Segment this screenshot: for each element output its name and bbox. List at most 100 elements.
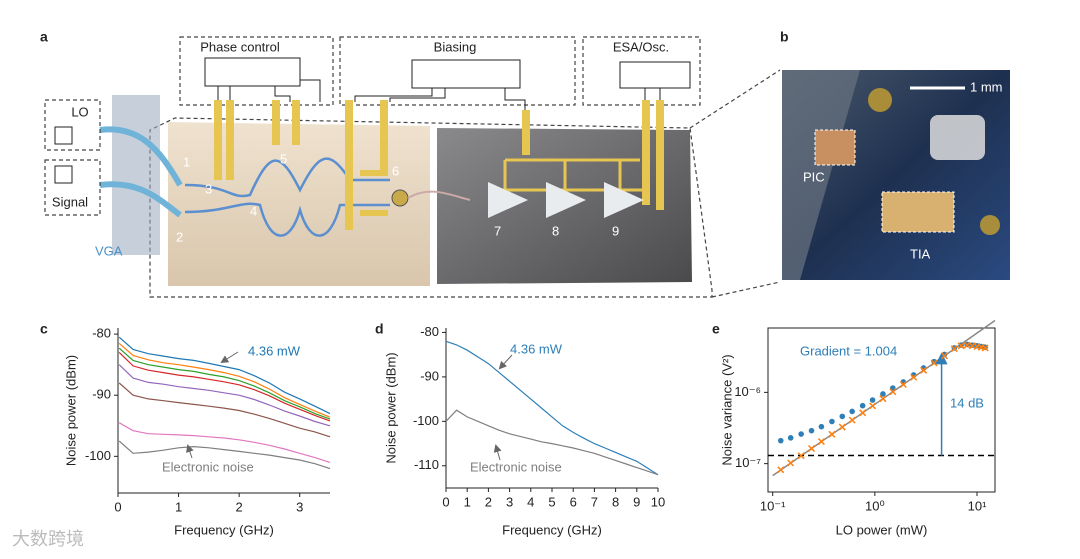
point bbox=[931, 358, 937, 365]
zoom-lines bbox=[689, 69, 781, 298]
x-tick-label: 1 bbox=[464, 494, 471, 509]
annotation: 4.36 mW bbox=[510, 341, 563, 356]
annotation: 4.36 mW bbox=[248, 343, 301, 358]
y-tick-label: -110 bbox=[414, 457, 439, 472]
y-tick-label: -90 bbox=[92, 387, 111, 402]
y-tick-label: -100 bbox=[85, 448, 111, 463]
x-tick-label: 6 bbox=[570, 494, 577, 509]
bias-lines bbox=[500, 158, 650, 192]
series-line bbox=[118, 336, 331, 415]
port: 3 bbox=[205, 181, 212, 196]
x-tick-label: 3 bbox=[506, 494, 513, 509]
panel-letter: d bbox=[375, 321, 384, 337]
photo-label: PIC bbox=[803, 169, 825, 184]
box-label: Signal bbox=[52, 194, 88, 209]
series-line bbox=[445, 409, 659, 476]
y-tick-label: -100 bbox=[413, 413, 439, 428]
pic-box bbox=[814, 129, 856, 166]
series-line bbox=[118, 342, 331, 418]
point bbox=[941, 351, 948, 358]
point bbox=[889, 388, 897, 396]
block bbox=[54, 126, 73, 145]
panel-letter: b bbox=[780, 29, 789, 45]
point bbox=[879, 395, 887, 403]
point bbox=[899, 380, 907, 389]
x-tick-label: 2 bbox=[236, 499, 243, 514]
panel-letter: a bbox=[40, 29, 48, 45]
point bbox=[920, 366, 928, 374]
x-tick-label: 3 bbox=[296, 499, 303, 514]
series-line bbox=[118, 364, 331, 427]
port: 8 bbox=[552, 223, 559, 238]
y-axis-label: Noise variance (V²) bbox=[719, 354, 734, 465]
point bbox=[950, 345, 958, 353]
pad bbox=[391, 189, 409, 207]
panel-a: a Phase control Biasing ESA/Osc. LO Sign… bbox=[40, 29, 781, 298]
x-tick-label: 7 bbox=[591, 494, 598, 509]
port: 9 bbox=[612, 223, 619, 238]
y-tick-label: 10⁻⁷ bbox=[735, 455, 761, 470]
amplifiers bbox=[488, 182, 644, 218]
fibers bbox=[99, 126, 183, 218]
series-line bbox=[118, 382, 331, 438]
x-axis-label: LO power (mW) bbox=[836, 522, 928, 537]
scale-label: 1 mm bbox=[970, 79, 1003, 94]
point bbox=[940, 352, 948, 360]
annotation-arrow bbox=[493, 444, 502, 461]
box-label: ESA/Osc. bbox=[613, 39, 669, 54]
photo-label: TIA bbox=[910, 246, 931, 261]
port: 4 bbox=[250, 203, 257, 218]
point bbox=[808, 427, 815, 434]
block bbox=[204, 57, 301, 87]
point bbox=[829, 418, 835, 425]
series-line bbox=[118, 422, 331, 463]
watermark: 大数跨境 bbox=[12, 529, 84, 549]
chart: d 0 1 2 3 4 5 6 7 8 9 10 -110 -100 -90 -80 Frequency (GH… bbox=[375, 321, 665, 538]
series-line bbox=[118, 351, 331, 422]
photo-part bbox=[868, 88, 892, 112]
vga-label: VGA bbox=[95, 243, 123, 258]
point bbox=[777, 437, 784, 444]
x-axis-label: Frequency (GHz) bbox=[502, 522, 602, 537]
photo-part bbox=[930, 115, 985, 160]
annotation: Electronic noise bbox=[470, 459, 562, 474]
x-tick-label: 10 bbox=[651, 494, 665, 509]
waveguides bbox=[184, 157, 390, 237]
box-label: Phase control bbox=[200, 39, 280, 54]
x-tick-label: 10⁻¹ bbox=[760, 498, 786, 513]
annotation: 14 dB bbox=[950, 395, 984, 410]
y-tick-label: -80 bbox=[420, 324, 439, 339]
x-tick-label: 1 bbox=[175, 499, 182, 514]
point bbox=[859, 409, 867, 417]
block bbox=[54, 165, 73, 184]
x-tick-label: 4 bbox=[527, 494, 534, 509]
x-tick-label: 0 bbox=[114, 499, 121, 514]
annotation-arrow bbox=[186, 444, 194, 459]
chip bbox=[168, 122, 430, 286]
chart: c 0 1 2 3 -100 -90 -80 Frequency (GHz) Noise powe… bbox=[40, 321, 331, 537]
wires bbox=[217, 79, 661, 112]
point bbox=[869, 397, 876, 403]
annotation-arrow bbox=[498, 354, 513, 370]
block bbox=[411, 59, 521, 89]
x-tick-label: 2 bbox=[485, 494, 492, 509]
y-tick-label: -80 bbox=[92, 326, 111, 341]
annotation: Gradient = 1.004 bbox=[800, 343, 897, 358]
y-tick-label: 10⁻⁶ bbox=[734, 384, 761, 399]
panel-letter: e bbox=[712, 321, 720, 337]
point bbox=[777, 466, 785, 474]
port: 7 bbox=[494, 223, 501, 238]
x-tick-label: 10¹ bbox=[968, 498, 987, 513]
point bbox=[957, 342, 965, 350]
box bbox=[44, 159, 101, 216]
y-axis-label: Noise power (dBm) bbox=[63, 355, 78, 466]
point bbox=[869, 402, 877, 410]
tia-box bbox=[881, 191, 955, 233]
point bbox=[828, 430, 836, 438]
port: 1 bbox=[183, 154, 190, 169]
point bbox=[839, 413, 846, 420]
series-line bbox=[445, 340, 659, 476]
point bbox=[880, 391, 886, 397]
point bbox=[838, 423, 846, 431]
